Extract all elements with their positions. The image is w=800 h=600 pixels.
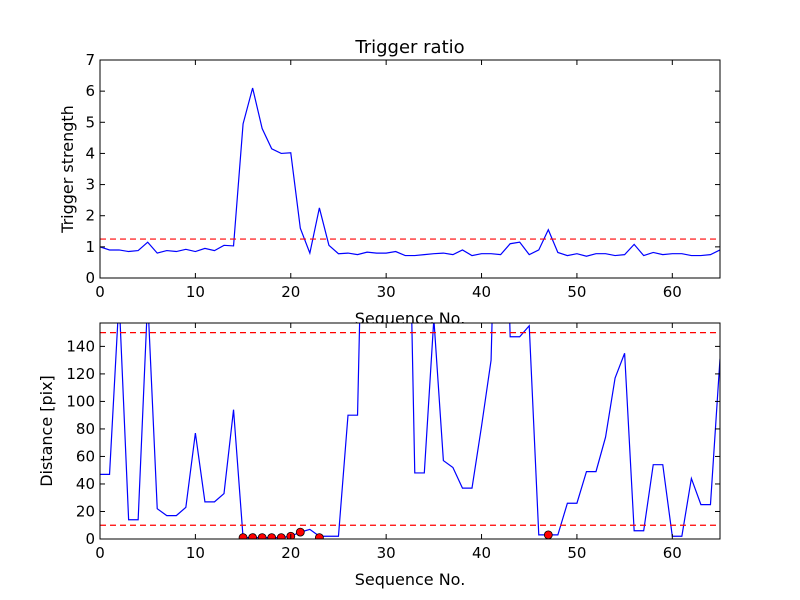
- y-tick-label: 6: [85, 82, 95, 100]
- trigger-point: [314, 533, 324, 539]
- x-tick-label: 60: [663, 544, 682, 562]
- series-line-top: [100, 87, 720, 257]
- y-tick-label: 20: [76, 502, 95, 520]
- x-tick-label: 50: [567, 544, 586, 562]
- x-tick-label: 50: [567, 283, 586, 301]
- trigger-point: [238, 533, 248, 539]
- x-tick-label: 30: [377, 283, 396, 301]
- y-tick-label: 1: [85, 238, 95, 256]
- plot-area-bottom: [100, 323, 720, 539]
- y-tick-label: 80: [76, 420, 95, 438]
- y-axis-label-bottom: Distance [pix]: [37, 375, 56, 487]
- x-tick-label: 20: [281, 544, 300, 562]
- plot-frame-bottom: [99, 322, 721, 540]
- y-tick-label: 60: [76, 447, 95, 465]
- trigger-point: [276, 533, 286, 539]
- x-tick-label: 40: [472, 283, 491, 301]
- x-tick-label: 30: [377, 544, 396, 562]
- x-tick-label: 40: [472, 544, 491, 562]
- trigger-point: [543, 530, 553, 539]
- trigger-point: [267, 533, 277, 539]
- trigger-point: [295, 527, 305, 537]
- y-tick-label: 2: [85, 207, 95, 225]
- distance-panel: 0 10 20 30 40 50 60 0 20 40 60 80 100 120 140 Sequence…: [37, 322, 721, 589]
- x-tick-label: 10: [186, 283, 205, 301]
- y-axis-label-top: Trigger strength: [58, 105, 77, 234]
- x-tick-label: 20: [281, 283, 300, 301]
- x-tick-label: 10: [186, 544, 205, 562]
- x-tick-label: 0: [95, 544, 105, 562]
- y-tick-label: 5: [85, 113, 95, 131]
- y-tick-label: 140: [66, 337, 95, 355]
- y-tick-label: 0: [85, 269, 95, 287]
- x-tick-label: 60: [663, 283, 682, 301]
- y-tick-label: 3: [85, 176, 95, 194]
- y-tick-label: 7: [85, 51, 95, 69]
- trigger-point: [257, 533, 267, 539]
- series-line-bottom: [100, 323, 720, 539]
- chart-title: Trigger ratio: [354, 37, 464, 58]
- x-tick-label: 0: [95, 283, 105, 301]
- plot-area-top: [100, 60, 720, 278]
- trigger-point: [248, 533, 258, 539]
- y-tick-label: 100: [66, 392, 95, 410]
- plot-frame-top: [99, 59, 721, 279]
- y-tick-label: 0: [85, 530, 95, 548]
- y-tick-label: 40: [76, 475, 95, 493]
- y-tick-label: 120: [66, 365, 95, 383]
- x-axis-label-bottom: Sequence No.: [355, 570, 466, 589]
- y-tick-label: 4: [85, 144, 95, 162]
